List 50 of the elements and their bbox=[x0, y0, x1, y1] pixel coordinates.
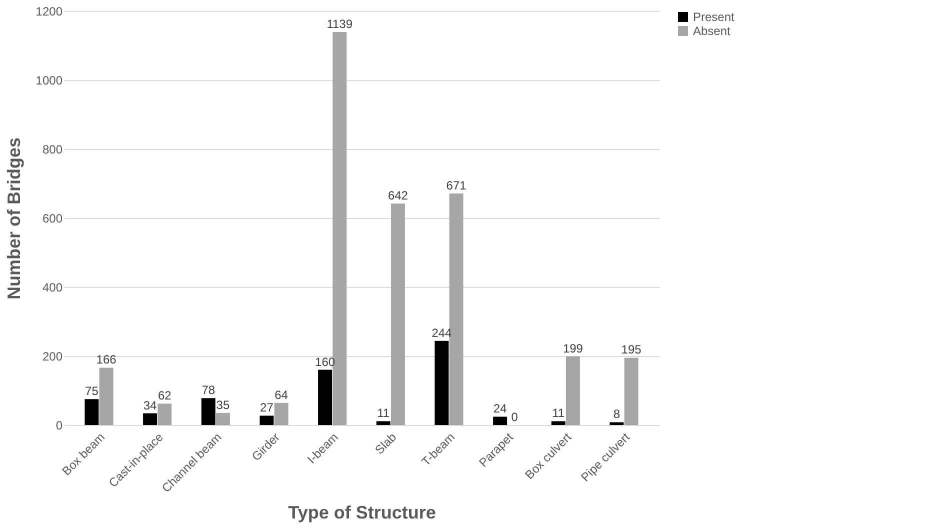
data-label: 160 bbox=[315, 354, 336, 369]
data-label: 8 bbox=[613, 407, 620, 422]
data-label: 166 bbox=[96, 352, 117, 367]
data-label: 62 bbox=[158, 388, 172, 403]
legend-label: Present bbox=[693, 10, 736, 24]
data-label: 195 bbox=[621, 342, 642, 357]
data-label: 1139 bbox=[326, 17, 353, 32]
y-axis-title: Number of Bridges bbox=[4, 137, 24, 300]
bar bbox=[434, 340, 449, 425]
data-label: 24 bbox=[493, 402, 508, 416]
data-label: 64 bbox=[274, 388, 288, 402]
bar bbox=[158, 404, 172, 425]
data-label: 11 bbox=[377, 406, 390, 420]
data-label: 78 bbox=[202, 383, 216, 398]
data-label: 244 bbox=[432, 326, 452, 340]
bar bbox=[376, 421, 390, 425]
data-label: 35 bbox=[216, 398, 230, 412]
x-tick-label: Slab bbox=[372, 430, 400, 457]
y-tick-label: 800 bbox=[42, 142, 63, 156]
data-label: 27 bbox=[260, 400, 274, 415]
data-label: 0 bbox=[511, 410, 518, 424]
bar bbox=[84, 399, 99, 425]
bar bbox=[201, 398, 216, 425]
bar bbox=[624, 358, 638, 425]
y-tick-label: 600 bbox=[42, 212, 63, 226]
bar bbox=[99, 368, 114, 425]
bar bbox=[260, 416, 274, 425]
data-label: 671 bbox=[446, 178, 467, 193]
bar bbox=[610, 422, 624, 425]
bar bbox=[318, 370, 332, 425]
y-tick-label: 1000 bbox=[36, 74, 63, 88]
bar bbox=[390, 204, 405, 425]
bar bbox=[274, 402, 288, 425]
data-label: 75 bbox=[85, 384, 99, 398]
data-label: 34 bbox=[143, 398, 158, 412]
data-label: 642 bbox=[388, 188, 408, 203]
data-label: 11 bbox=[552, 406, 565, 420]
y-tick-label: 0 bbox=[56, 418, 63, 432]
bar bbox=[566, 356, 580, 425]
y-tick-label: 1200 bbox=[36, 4, 63, 18]
x-axis-title: Type of Structure bbox=[288, 502, 436, 522]
bar bbox=[551, 421, 566, 425]
y-tick-label: 400 bbox=[42, 280, 63, 294]
data-label: 199 bbox=[562, 341, 584, 356]
bar bbox=[143, 413, 158, 425]
bar bbox=[332, 32, 347, 425]
y-tick-label: 200 bbox=[42, 350, 63, 364]
legend-label: Absent bbox=[693, 24, 732, 38]
bar bbox=[216, 412, 230, 425]
bar bbox=[493, 416, 508, 425]
